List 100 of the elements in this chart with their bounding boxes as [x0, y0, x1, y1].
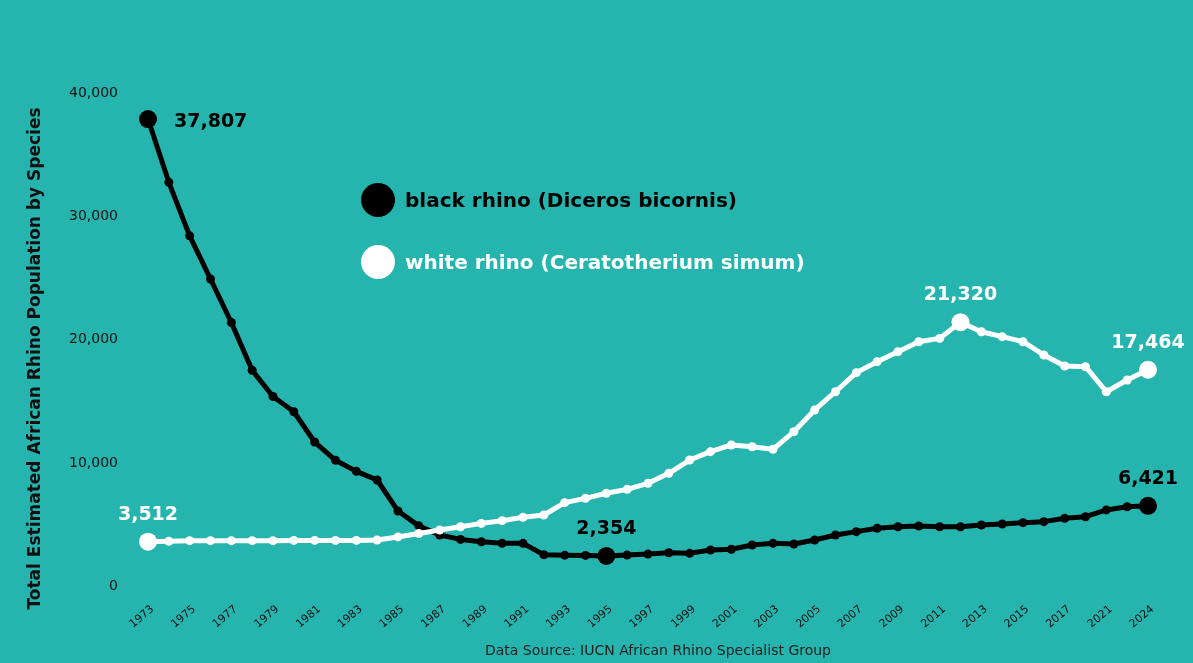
point [539, 550, 549, 560]
point [768, 538, 778, 548]
point [435, 525, 445, 535]
point [476, 518, 486, 528]
y-tick-label: 0 [109, 576, 118, 593]
point [810, 405, 820, 415]
point [351, 466, 361, 476]
legend-label: white rhino (Ceratotherium simum) [405, 250, 805, 274]
point [581, 493, 590, 503]
point [206, 274, 215, 284]
point [414, 528, 424, 538]
point [976, 520, 986, 530]
point [664, 548, 674, 558]
point [331, 455, 340, 465]
point [1039, 350, 1049, 360]
point [997, 332, 1007, 342]
point [518, 538, 528, 548]
point [789, 427, 799, 437]
point [831, 530, 840, 540]
point [976, 327, 986, 337]
point [226, 536, 236, 546]
point [164, 536, 174, 546]
point [872, 523, 882, 533]
point [831, 387, 840, 397]
data-label: 37,807 [174, 109, 248, 132]
point [851, 527, 861, 537]
y-tick-label: 40,000 [69, 83, 118, 100]
source-note: Data Source: IUCN African Rhino Specialist Group [484, 642, 832, 658]
point [164, 177, 174, 187]
point [456, 522, 465, 532]
point [1018, 518, 1028, 528]
point [1039, 517, 1049, 527]
point [893, 522, 903, 532]
point [726, 440, 736, 450]
point [310, 437, 320, 447]
point [1018, 337, 1028, 347]
point [768, 444, 778, 454]
point [1101, 505, 1111, 515]
point [810, 535, 820, 545]
point [685, 455, 695, 465]
point [560, 550, 570, 560]
point [414, 521, 424, 531]
point [518, 512, 528, 522]
point [372, 535, 382, 545]
y-tick-label: 10,000 [69, 453, 118, 470]
point [372, 475, 382, 485]
point [268, 392, 278, 402]
point [560, 498, 570, 508]
y-tick-label: 30,000 [69, 207, 118, 224]
point [643, 478, 653, 488]
y-axis-title: Total Estimated African Rhino Population by Species [24, 107, 44, 610]
point [1060, 361, 1070, 371]
point [872, 357, 882, 367]
point [747, 540, 757, 550]
point [456, 534, 465, 544]
data-label: 2,354 [576, 515, 637, 538]
point [310, 535, 320, 545]
point [351, 535, 361, 545]
legend-label: black rhino (Diceros bicornis) [405, 188, 737, 212]
point [914, 337, 924, 347]
point [706, 545, 715, 555]
point [185, 536, 195, 546]
point [331, 535, 340, 545]
point [539, 510, 549, 520]
data-label: 3,512 [117, 501, 179, 524]
point [268, 536, 278, 546]
point [185, 231, 195, 241]
point [956, 522, 965, 532]
point [497, 516, 507, 526]
data-label: 17,464 [1111, 329, 1185, 352]
point [685, 548, 695, 558]
point [497, 538, 507, 548]
point [1101, 387, 1111, 397]
point [247, 365, 257, 375]
point [1081, 512, 1090, 522]
point [226, 317, 236, 327]
data-label: 6,421 [1117, 465, 1179, 488]
point [393, 532, 403, 542]
point [726, 544, 736, 554]
point [789, 539, 799, 549]
point [664, 468, 674, 478]
point [206, 536, 215, 546]
y-tick-label: 20,000 [69, 330, 118, 347]
point [997, 519, 1007, 529]
point [247, 536, 257, 546]
point [935, 333, 945, 343]
point [893, 347, 903, 357]
point [747, 442, 757, 452]
point [851, 368, 861, 378]
point [622, 484, 632, 494]
point [393, 506, 403, 516]
point [601, 488, 611, 498]
point [643, 549, 653, 559]
point [289, 407, 299, 417]
point [622, 550, 632, 560]
point [914, 521, 924, 531]
point [935, 522, 945, 532]
point [581, 550, 590, 560]
point [1122, 502, 1132, 512]
point [1122, 375, 1132, 385]
